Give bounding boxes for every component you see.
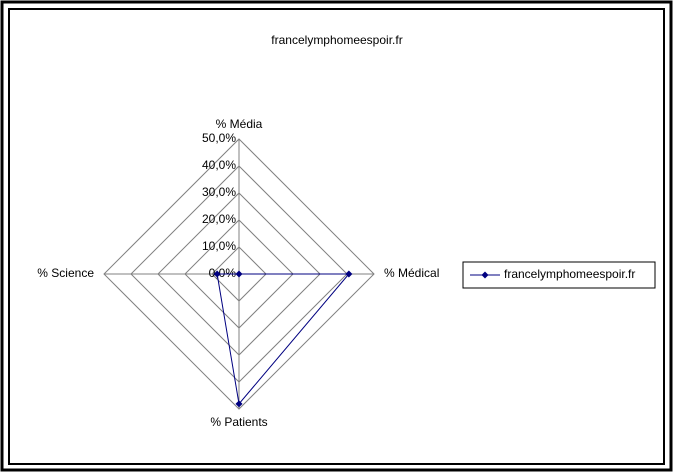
tick-label: 30,0% bbox=[202, 185, 236, 199]
chart-title: francelymphomeespoir.fr bbox=[271, 33, 402, 47]
tick-label: 10,0% bbox=[202, 239, 236, 253]
tick-label: 50,0% bbox=[202, 131, 236, 145]
marker bbox=[345, 270, 353, 278]
tick-label: 20,0% bbox=[202, 212, 236, 226]
axis-label: % Médical bbox=[384, 266, 439, 280]
axis-label: % Science bbox=[37, 266, 94, 280]
marker bbox=[235, 400, 243, 408]
marker bbox=[235, 270, 243, 278]
tick-label: 40,0% bbox=[202, 158, 236, 172]
axis-label: % Patients bbox=[210, 415, 267, 429]
tick-label: 0,0% bbox=[209, 266, 237, 280]
marker bbox=[213, 270, 221, 278]
axis-label: % Média bbox=[216, 117, 263, 131]
legend-label: francelymphomeespoir.fr bbox=[504, 267, 635, 281]
legend-marker bbox=[481, 271, 489, 279]
